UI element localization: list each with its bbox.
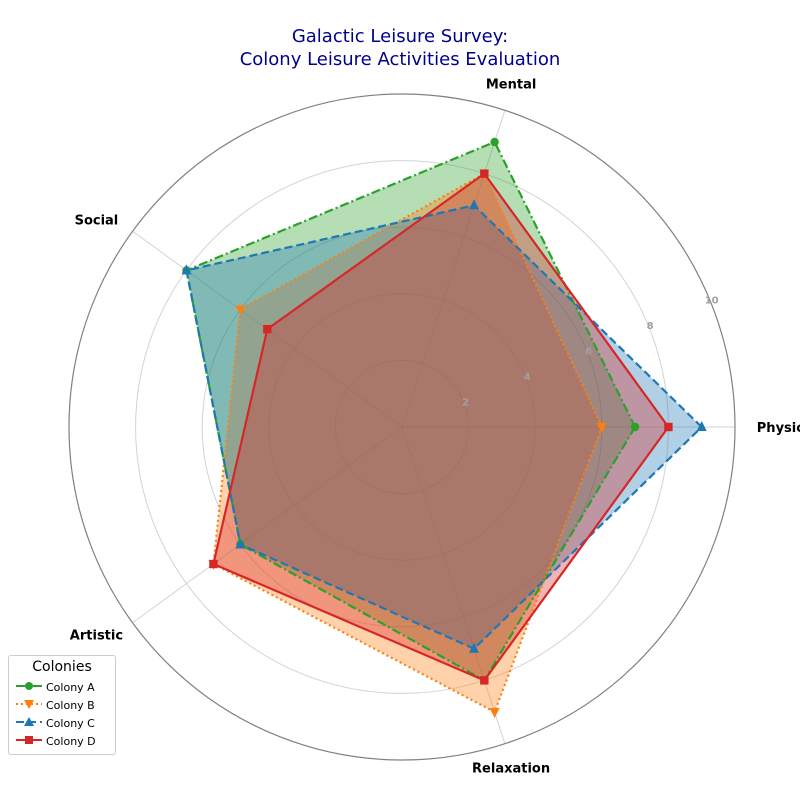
radial-gridline [132,426,403,624]
data-point [490,137,499,147]
data-point [469,199,480,210]
category-label: Social [75,214,119,229]
category-label: Physical [757,421,800,436]
data-point [630,422,640,432]
data-point [596,423,607,433]
legend-label: Colony A [46,681,95,694]
legend-item: Colony A [9,679,115,697]
data-point [209,559,218,569]
legend-swatch [16,682,42,690]
ring-gridline [334,359,470,495]
series-fill [213,173,602,713]
category-label: Relaxation [472,762,550,777]
legend-item: Colony D [9,733,115,751]
series-line [212,172,670,682]
legend-label: Colony B [46,699,95,712]
chart-title-line-1: Galactic Leisure Survey: [291,26,509,47]
radial-gridline [401,426,506,744]
data-point [263,324,272,334]
data-point [696,421,707,431]
radial-tick-label: 2 [462,398,469,409]
radial-tick-label: 8 [647,321,654,332]
legend-label: Colony C [46,717,95,730]
category-label: Artistic [70,628,123,643]
data-point [181,264,192,275]
data-point [235,538,246,549]
legend: Colonies Colony A Colony B Colony C Colony … [8,655,116,755]
legend-label: Colony D [46,735,96,748]
outer-boundary [68,93,736,761]
data-point [664,422,673,432]
legend-item: Colony B [9,697,115,715]
radial-gridline [401,110,506,428]
data-point [235,305,246,316]
data-point [480,169,489,178]
legend-swatch [16,700,42,709]
legend-item: Colony C [9,715,115,733]
data-point [480,676,489,685]
series-line [185,140,637,682]
chart-title-line-2: Colony Leisure Activities Evaluation [239,49,561,70]
series-line [185,204,703,650]
series-fill [186,205,702,649]
radial-tick-label: 10 [705,296,719,307]
ring-gridline [268,293,536,561]
data-point [469,642,480,653]
legend-swatch [16,736,42,744]
category-label: Mental [486,77,536,92]
data-point [489,708,500,719]
legend-swatch [16,717,42,726]
radial-tick-label: 4 [524,372,531,383]
series-line [212,172,603,714]
legend-title: Colonies [32,659,92,675]
radial-tick-label: 6 [585,347,592,358]
